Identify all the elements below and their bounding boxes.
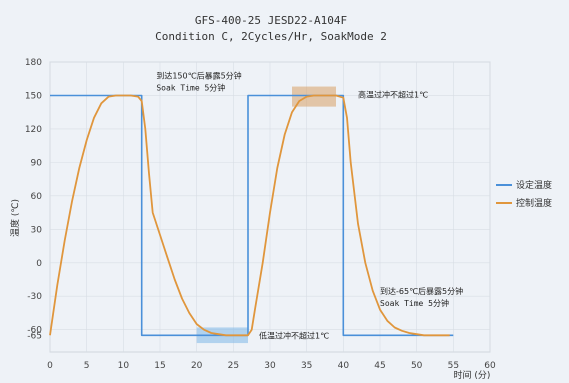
x-tick-label: 45: [374, 361, 385, 371]
x-tick-label: 20: [191, 361, 203, 371]
legend-label: 控制温度: [516, 197, 552, 209]
x-tick-label: 30: [264, 361, 276, 371]
y-tick-label: 180: [25, 58, 42, 68]
series-lines: [49, 94, 454, 337]
annotation-text: 到达150℃后暴露5分钟: [156, 71, 241, 81]
axis-ticks: 0 5 10 15 20 25 30 35 40 45 50 55 60 180 150 120 90 60 30 0…: [25, 58, 496, 371]
chart-subtitle: Condition C, 2Cycles/Hr, SoakMode 2: [155, 30, 387, 43]
x-tick-label: 10: [118, 361, 130, 371]
x-tick-label: 55: [448, 361, 459, 371]
y-tick-label: 30: [31, 225, 43, 235]
x-tick-label: 5: [84, 361, 90, 371]
hot-overshoot-region: [292, 86, 336, 107]
x-tick-label: 50: [411, 361, 423, 371]
x-axis-label: 时间 (分): [454, 369, 491, 381]
y-tick-label: 90: [31, 158, 43, 168]
chart-title: GFS-400-25 JESD22-A104F: [195, 14, 347, 27]
y-tick-label: -60: [27, 326, 42, 336]
x-tick-label: 15: [154, 361, 165, 371]
x-tick-label: 40: [338, 361, 350, 371]
legend-label: 设定温度: [516, 179, 552, 191]
annotation-text: Soak Time 5分钟: [380, 298, 449, 308]
annotation-text: 低温过冲不超过1℃: [259, 331, 329, 341]
x-tick-label: 35: [301, 361, 312, 371]
y-tick-label: -65: [27, 331, 42, 341]
y-tick-label: 60: [31, 192, 43, 202]
x-tick-label: 60: [484, 361, 496, 371]
series-line-setpoint: [50, 94, 454, 337]
y-tick-label: -30: [27, 292, 42, 302]
y-tick-label: 150: [25, 91, 42, 101]
y-tick-label: 120: [25, 125, 42, 135]
y-axis-label: 温度 (℃): [9, 199, 21, 237]
series-line-control: [49, 94, 450, 337]
y-tick-label: 0: [36, 259, 42, 269]
annotation-text: Soak Time 5分钟: [156, 83, 225, 93]
x-tick-label: 25: [228, 361, 239, 371]
annotation-text: 到达-65℃后暴露5分钟: [380, 286, 463, 296]
x-tick-label: 0: [47, 361, 53, 371]
annotation-text: 高温过冲不超过1℃: [358, 90, 428, 100]
